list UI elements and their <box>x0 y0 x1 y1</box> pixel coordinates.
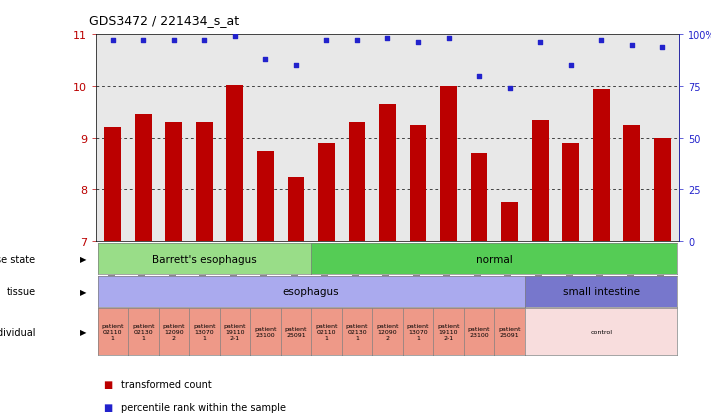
Text: transformed count: transformed count <box>121 380 212 389</box>
Point <box>321 38 332 45</box>
Text: patient
02130
1: patient 02130 1 <box>132 323 154 340</box>
Bar <box>227 86 243 242</box>
Text: patient
19110
2-1: patient 19110 2-1 <box>437 323 460 340</box>
Point <box>443 36 454 43</box>
Text: ▶: ▶ <box>80 287 87 296</box>
Text: Barrett's esophagus: Barrett's esophagus <box>152 254 257 264</box>
Text: patient
25091: patient 25091 <box>284 326 307 337</box>
Bar <box>440 87 457 242</box>
Point <box>504 85 515 92</box>
Point <box>565 63 577 69</box>
Bar <box>379 105 396 242</box>
Point <box>290 63 301 69</box>
Bar <box>501 203 518 242</box>
Text: ▶: ▶ <box>80 328 87 336</box>
Bar <box>196 123 213 242</box>
Bar <box>135 115 151 242</box>
Bar <box>105 128 121 242</box>
Text: ■: ■ <box>103 380 112 389</box>
Point <box>198 38 210 45</box>
Text: patient
02110
1: patient 02110 1 <box>315 323 338 340</box>
Point <box>535 40 546 47</box>
Bar <box>562 143 579 242</box>
Text: GDS3472 / 221434_s_at: GDS3472 / 221434_s_at <box>89 14 239 27</box>
Text: ▶: ▶ <box>80 255 87 263</box>
Bar <box>654 138 670 242</box>
Text: patient
19110
2-1: patient 19110 2-1 <box>224 323 246 340</box>
Point <box>626 42 637 49</box>
Text: patient
23100: patient 23100 <box>468 326 491 337</box>
Text: patient
13070
1: patient 13070 1 <box>407 323 429 340</box>
Bar <box>471 154 488 242</box>
Text: individual: individual <box>0 327 36 337</box>
Text: patient
02110
1: patient 02110 1 <box>102 323 124 340</box>
Bar <box>532 120 548 242</box>
Point <box>412 40 424 47</box>
Text: tissue: tissue <box>6 286 36 297</box>
Text: percentile rank within the sample: percentile rank within the sample <box>121 402 286 412</box>
Bar <box>257 151 274 242</box>
Point <box>474 73 485 80</box>
Text: patient
13070
1: patient 13070 1 <box>193 323 215 340</box>
Point <box>656 44 668 51</box>
Point <box>229 34 240 40</box>
Text: esophagus: esophagus <box>283 286 339 297</box>
Bar <box>410 126 427 242</box>
Text: normal: normal <box>476 254 513 264</box>
Point <box>168 38 179 45</box>
Point <box>138 38 149 45</box>
Text: control: control <box>590 329 612 335</box>
Bar <box>287 177 304 242</box>
Text: patient
25091: patient 25091 <box>498 326 521 337</box>
Text: patient
12090
2: patient 12090 2 <box>376 323 399 340</box>
Text: patient
23100: patient 23100 <box>254 326 277 337</box>
Text: disease state: disease state <box>0 254 36 264</box>
Text: patient
02130
1: patient 02130 1 <box>346 323 368 340</box>
Point <box>596 38 607 45</box>
Bar <box>593 89 609 242</box>
Text: small intestine: small intestine <box>562 286 640 297</box>
Text: ■: ■ <box>103 402 112 412</box>
Text: patient
12090
2: patient 12090 2 <box>163 323 185 340</box>
Bar <box>166 123 182 242</box>
Point <box>351 38 363 45</box>
Point <box>107 38 119 45</box>
Point <box>382 36 393 43</box>
Bar <box>318 143 335 242</box>
Bar <box>348 123 365 242</box>
Bar <box>624 126 640 242</box>
Point <box>260 57 271 63</box>
